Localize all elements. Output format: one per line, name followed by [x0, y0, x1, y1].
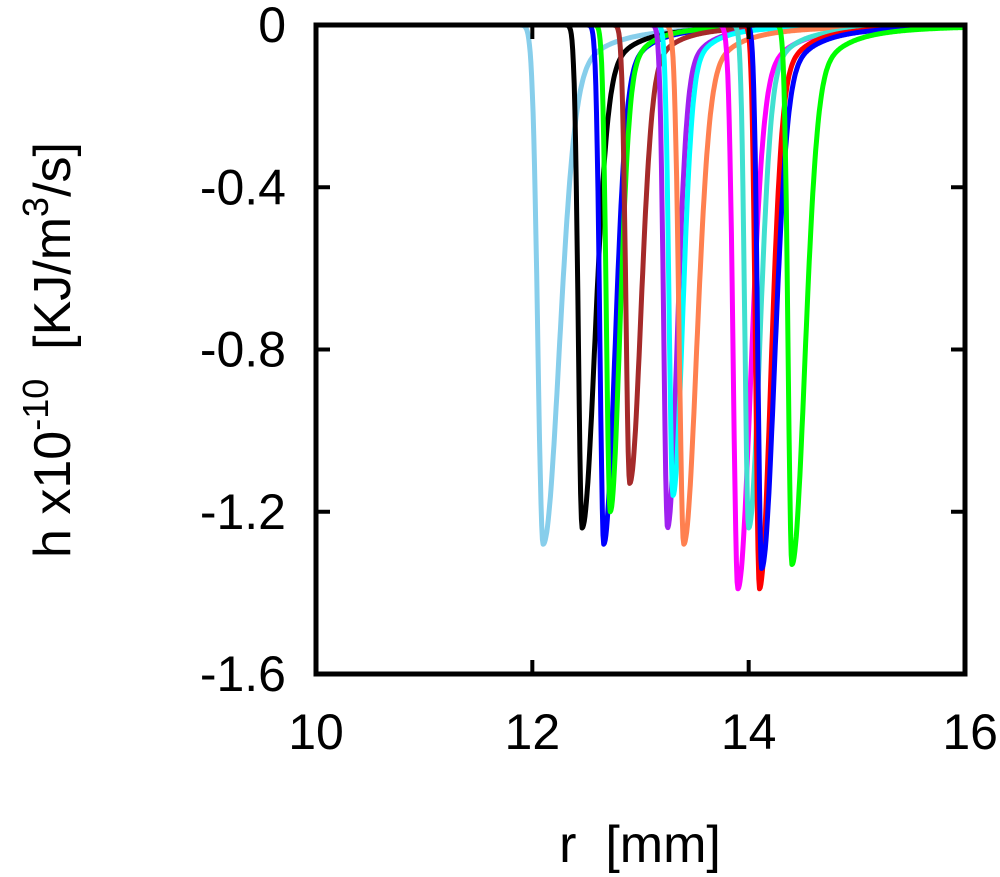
y-tick-label: -1.6: [200, 646, 286, 702]
data-curves: [316, 25, 965, 592]
y-label-unit-exponent: 3: [15, 197, 56, 217]
y-tick-label: 0: [258, 0, 286, 53]
series-line-7: [316, 25, 965, 498]
y-tick-label: -1.2: [200, 484, 286, 540]
y-axis-ticks: 0 -0.4 -0.8 -1.2 -1.6: [200, 0, 965, 702]
x-tick-label: 16: [942, 704, 998, 760]
x-axis-ticks: 10 12 14 16: [288, 25, 998, 760]
x-tick-label: 10: [288, 704, 344, 760]
y-tick-label: -0.8: [200, 322, 286, 378]
y-tick-label: -0.4: [200, 159, 286, 215]
y-label-exponent: -10: [15, 379, 56, 431]
x-tick-label: 14: [721, 704, 777, 760]
x-tick-label: 12: [505, 704, 561, 760]
series-line-12: [316, 25, 965, 571]
x-axis-label: r [mm]: [559, 816, 721, 874]
y-label-unit-start: [KJ/m: [24, 217, 82, 379]
y-axis-label: h x10-10 [KJ/m3/s]: [15, 142, 82, 558]
y-label-prefix: h x10: [24, 431, 82, 558]
series-line-13: [316, 25, 965, 567]
y-label-unit-end: /s]: [24, 142, 82, 197]
series-line-5: [316, 25, 965, 486]
